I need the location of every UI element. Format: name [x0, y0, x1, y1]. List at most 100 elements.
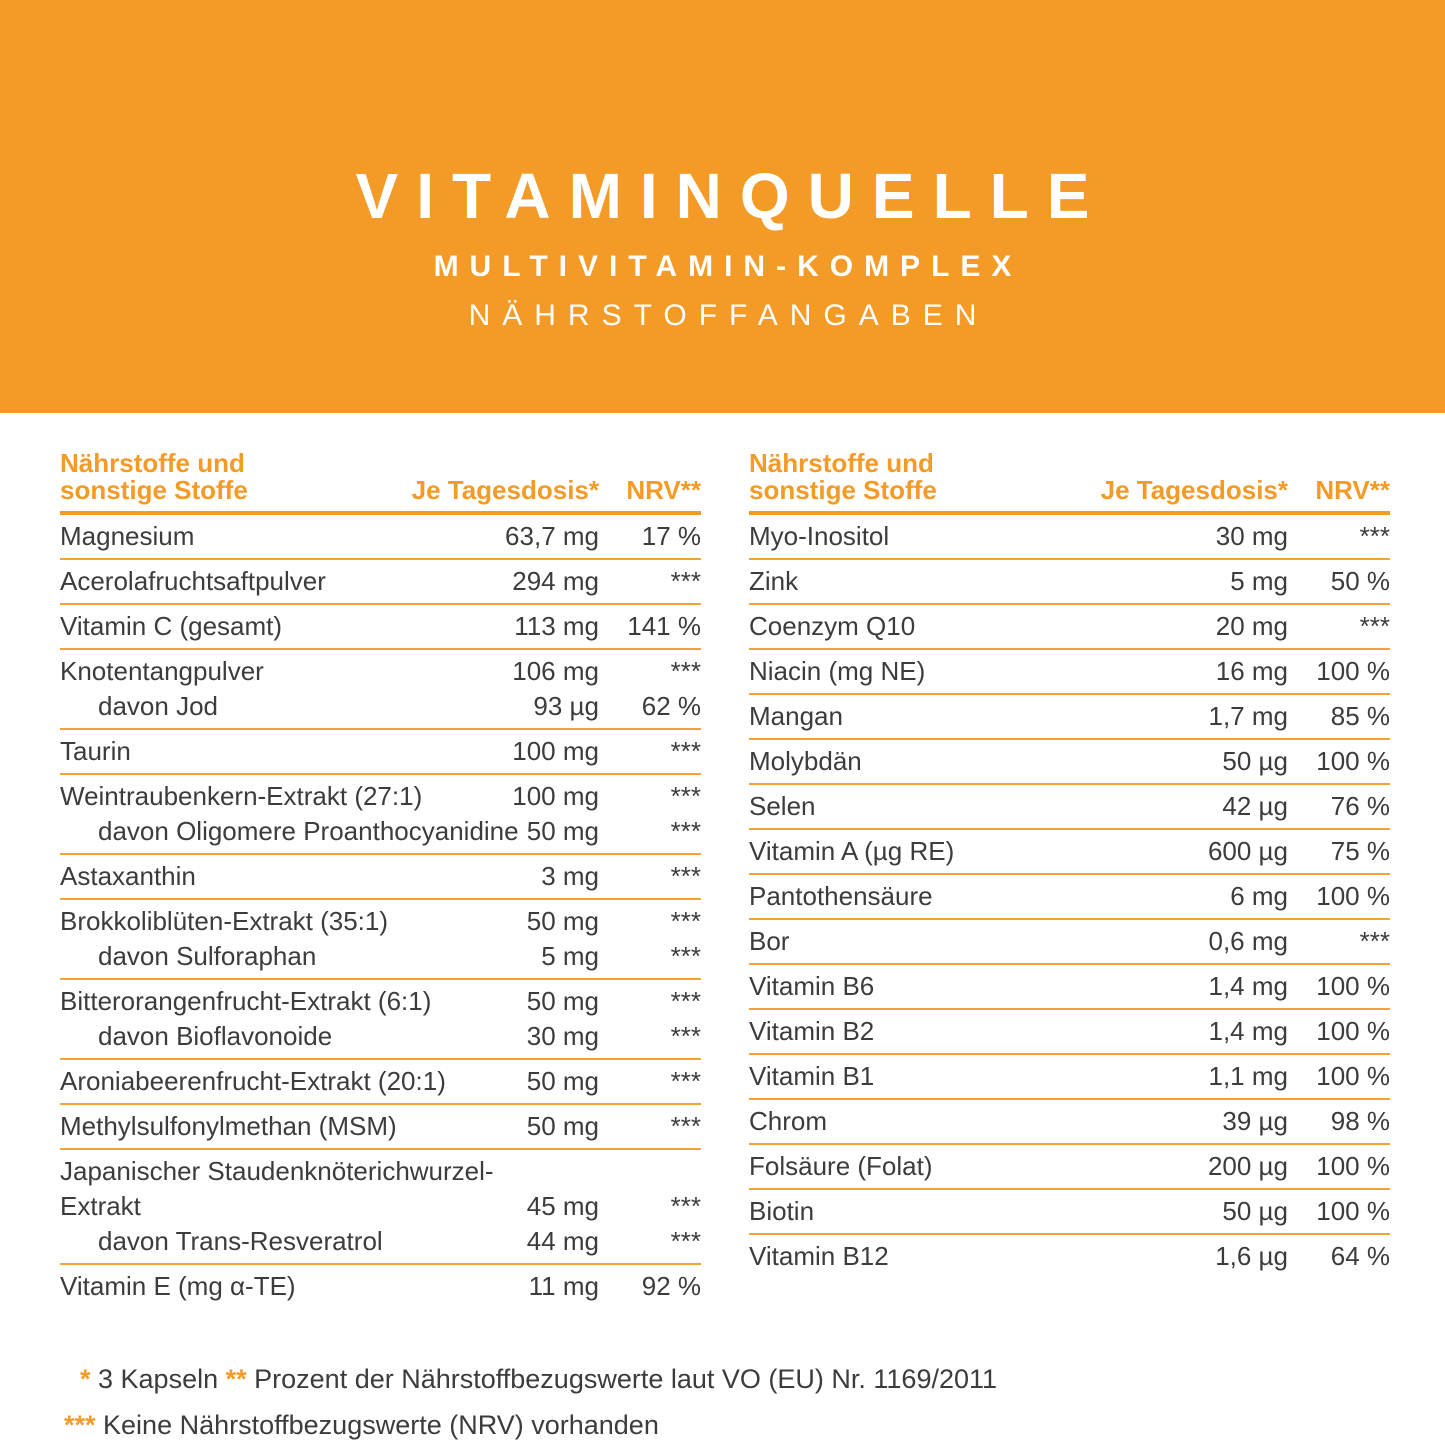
dose-value: 6 mg — [1230, 881, 1288, 911]
nrv-value: 100 % — [1316, 1196, 1390, 1226]
nutrient-label: davon Jod — [98, 691, 218, 721]
table-row-line: Biotin 50 µg 100 % — [749, 1194, 1390, 1229]
table-row-line: davon Bioflavonoide 30 mg *** — [60, 1019, 701, 1054]
column-header-nutrients: Nährstoffe und sonstige Stoffe — [60, 450, 412, 504]
table-row-line: Selen 42 µg 76 % — [749, 789, 1390, 824]
dose-value: 113 mg — [514, 611, 599, 641]
nrv-value: *** — [1359, 521, 1390, 551]
nrv-value: *** — [1359, 926, 1390, 956]
nrv-value: *** — [670, 1021, 701, 1051]
nrv-value: *** — [670, 656, 701, 686]
column-header-nutrients-line1: Nährstoffe und — [749, 448, 934, 478]
column-header-dose: Je Tagesdosis* — [1100, 475, 1288, 505]
table-row-line: Astaxanthin 3 mg *** — [60, 859, 701, 894]
table-row-line: Japanischer Staudenknöterichwurzel- — [60, 1154, 701, 1189]
nrv-value: 100 % — [1316, 1061, 1390, 1091]
table-row: Pantothensäure 6 mg 100 % — [749, 875, 1390, 920]
table-row-line: Vitamin B2 1,4 mg 100 % — [749, 1014, 1390, 1049]
table-row-line: Molybdän 50 µg 100 % — [749, 744, 1390, 779]
nrv-value: *** — [670, 861, 701, 891]
dose-value: 44 mg — [526, 1226, 599, 1256]
dose-value: 5 mg — [1230, 566, 1288, 596]
nutrient-label: Taurin — [60, 736, 131, 766]
dose-value: 106 mg — [512, 656, 599, 686]
table-header: Nährstoffe und sonstige Stoffe Je Tagesd… — [60, 450, 701, 515]
dose-value: 50 mg — [526, 986, 599, 1016]
footnote-asterisk: *** — [64, 1410, 104, 1440]
table-row-line: Bor 0,6 mg *** — [749, 924, 1390, 959]
nutrient-label: Niacin (mg NE) — [749, 656, 926, 686]
product-title: VITAMINQUELLE — [355, 160, 1108, 232]
column-header-nrv: NRV** — [1315, 475, 1390, 505]
nrv-value: *** — [670, 566, 701, 596]
dose-value: 600 µg — [1207, 836, 1288, 866]
nutrient-label: Methylsulfonylmethan (MSM) — [60, 1111, 397, 1141]
nutrient-label: Bitterorangenfrucht-Extrakt (6:1) — [60, 986, 432, 1016]
table-row-line: Vitamin B6 1,4 mg 100 % — [749, 969, 1390, 1004]
table-row-line: Vitamin A (µg RE) 600 µg 75 % — [749, 834, 1390, 869]
table-row: Weintraubenkern-Extrakt (27:1) 100 mg *** d… — [60, 775, 701, 855]
table-row: Brokkoliblüten-Extrakt (35:1) 50 mg *** dav… — [60, 900, 701, 980]
table-row: Taurin 100 mg *** — [60, 730, 701, 775]
nrv-value: 62 % — [641, 691, 701, 721]
table-row-line: Niacin (mg NE) 16 mg 100 % — [749, 654, 1390, 689]
table-row-line: Acerolafruchtsaftpulver 294 mg *** — [60, 564, 701, 599]
dose-value: 30 mg — [526, 1021, 599, 1051]
dose-value: 1,7 mg — [1208, 701, 1289, 731]
nutrient-label: davon Trans-Resveratrol — [98, 1226, 383, 1256]
dose-value: 20 mg — [1215, 611, 1288, 641]
table-row: Niacin (mg NE) 16 mg 100 % — [749, 650, 1390, 695]
nutrient-label: Molybdän — [749, 746, 862, 776]
nrv-value: *** — [670, 1111, 701, 1141]
nutrient-label: Vitamin B2 — [749, 1016, 875, 1046]
dose-value: 45 mg — [526, 1191, 599, 1221]
table-row-line: Taurin 100 mg *** — [60, 734, 701, 769]
table-row: Magnesium 63,7 mg 17 % — [60, 515, 701, 560]
nutrition-table-right: Nährstoffe und sonstige Stoffe Je Tagesd… — [749, 450, 1390, 1308]
nutrient-label: Pantothensäure — [749, 881, 933, 911]
nrv-value: *** — [1359, 611, 1390, 641]
table-row-line: Chrom 39 µg 98 % — [749, 1104, 1390, 1139]
nutrient-label: Knotentangpulver — [60, 656, 264, 686]
nutrient-label: davon Sulforaphan — [98, 941, 317, 971]
nrv-value: 17 % — [641, 521, 701, 551]
dose-value: 63,7 mg — [505, 521, 599, 551]
nrv-value — [599, 1154, 701, 1189]
column-header-nrv: NRV** — [626, 475, 701, 505]
dose-value: 11 mg — [528, 1271, 599, 1301]
table-row: Folsäure (Folat) 200 µg 100 % — [749, 1145, 1390, 1190]
dose-value: 100 mg — [512, 736, 599, 766]
dose-value: 5 mg — [541, 941, 599, 971]
dose-value: 30 mg — [1215, 521, 1288, 551]
nrv-value: *** — [670, 986, 701, 1016]
nutrient-label: Magnesium — [60, 521, 195, 551]
table-row: Vitamin A (µg RE) 600 µg 75 % — [749, 830, 1390, 875]
table-row: Coenzym Q10 20 mg *** — [749, 605, 1390, 650]
table-row-line: davon Sulforaphan 5 mg *** — [60, 939, 701, 974]
nutrient-label: Extrakt — [60, 1191, 141, 1221]
nutrient-label: Vitamin E (mg α-TE) — [60, 1271, 296, 1301]
nutrient-label: davon Oligomere Proanthocyanidine — [98, 816, 519, 846]
dose-value: 1,1 mg — [1208, 1061, 1289, 1091]
table-header: Nährstoffe und sonstige Stoffe Je Tagesd… — [749, 450, 1390, 515]
column-header-nutrients-line2: sonstige Stoffe — [60, 475, 248, 505]
nutrient-label: Coenzym Q10 — [749, 611, 916, 641]
table-row-line: Vitamin B12 1,6 µg 64 % — [749, 1239, 1390, 1274]
nrv-value: 75 % — [1330, 836, 1390, 866]
table-row: Japanischer Staudenknöterichwurzel- Extra… — [60, 1150, 701, 1265]
nutrient-label: Zink — [749, 566, 799, 596]
nutrient-label: Bor — [749, 926, 790, 956]
dose-value: 1,4 mg — [1208, 971, 1289, 1001]
dose-value — [449, 1154, 599, 1189]
nutrient-label: Aroniabeerenfrucht-Extrakt (20:1) — [60, 1066, 446, 1096]
nutrient-label: Selen — [749, 791, 816, 821]
nrv-value: 50 % — [1330, 566, 1390, 596]
section-title: NÄHRSTOFFANGABEN — [468, 299, 989, 332]
table-row-line: Extrakt 45 mg *** — [60, 1189, 701, 1224]
table-row: Bor 0,6 mg *** — [749, 920, 1390, 965]
table-row: Methylsulfonylmethan (MSM) 50 mg *** — [60, 1105, 701, 1150]
table-row-line: Vitamin C (gesamt) 113 mg 141 % — [60, 609, 701, 644]
column-header-dose: Je Tagesdosis* — [411, 475, 599, 505]
dose-value: 93 µg — [533, 691, 599, 721]
nutrient-label: Vitamin B6 — [749, 971, 875, 1001]
